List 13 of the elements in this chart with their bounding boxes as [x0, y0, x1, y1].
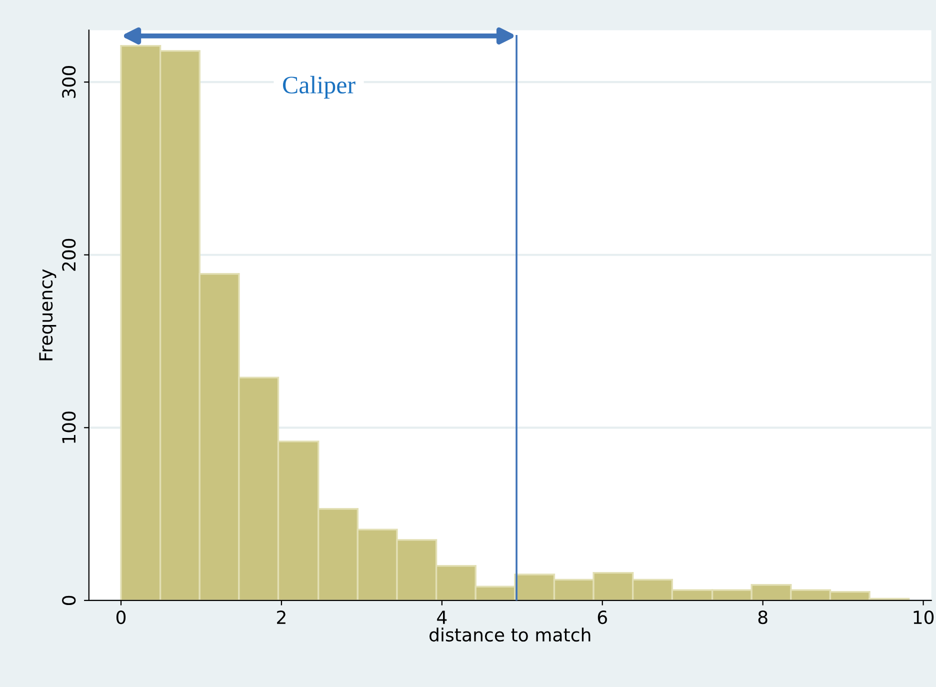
- x-tick-label: 2: [277, 610, 286, 624]
- x-tick-label: 4: [437, 610, 447, 624]
- x-tick-label: 8: [758, 610, 768, 624]
- x-tick-label: 10: [914, 610, 934, 624]
- ref-line-label: Caliper: [283, 76, 356, 99]
- y-axis-title: Frequency: [39, 269, 56, 360]
- y-tick-label: 200: [62, 238, 76, 271]
- x-tick-label: 0: [116, 610, 126, 624]
- y-tick-label: 100: [62, 412, 76, 443]
- y-tick-label: 0: [62, 596, 76, 605]
- x-axis-title: distance to match: [430, 628, 590, 642]
- y-tick-label: 300: [62, 66, 76, 98]
- x-tick-label: 6: [598, 610, 607, 624]
